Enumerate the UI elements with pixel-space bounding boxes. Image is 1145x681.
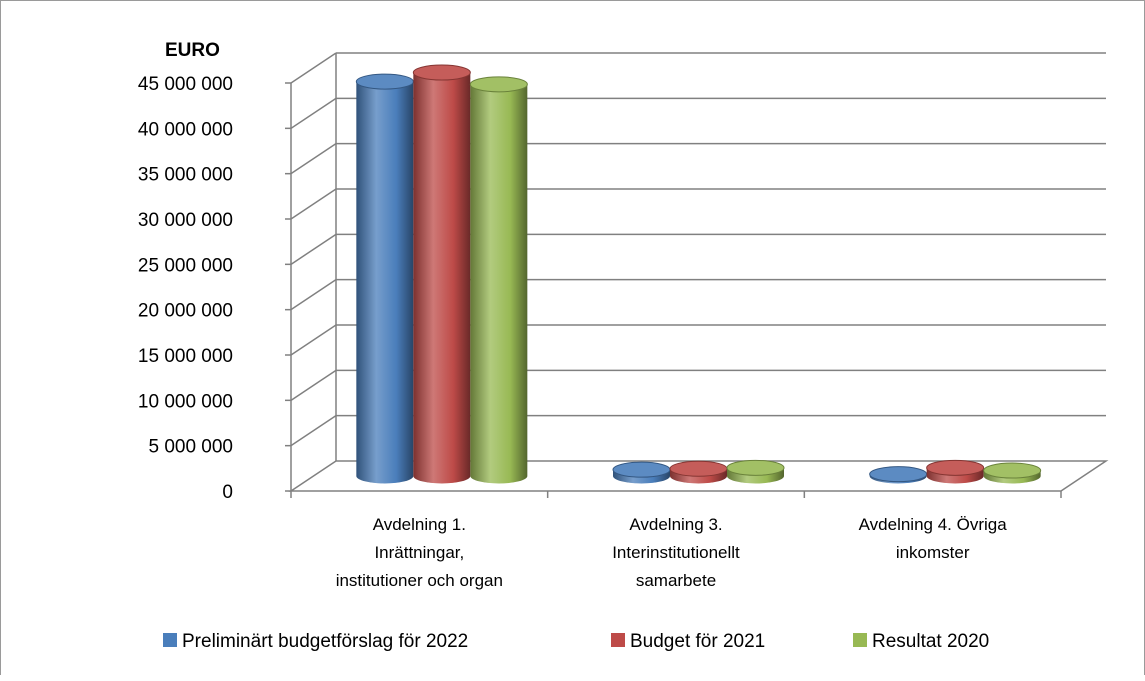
bar-top (669, 460, 728, 477)
y-axis-label: EURO (165, 40, 220, 61)
legend-swatch (853, 633, 867, 647)
bar-top (983, 462, 1042, 479)
bar-top (726, 459, 785, 476)
category-label: Avdelning 4. Övriga (859, 515, 1008, 534)
y-tick-labels: 0 5 000 000 10 000 000 15 000 000 20 000 000… (138, 74, 233, 503)
bar (612, 461, 671, 484)
legend-item: Resultat 2020 (853, 631, 989, 652)
bar-top (926, 459, 985, 476)
bar (355, 73, 414, 484)
legend-swatch (163, 633, 177, 647)
gridline-diagonal (290, 188, 337, 220)
bar (983, 462, 1042, 484)
category-label: institutioner och organ (336, 571, 503, 590)
category-label: inkomster (896, 543, 970, 562)
y-tick-label: 20 000 000 (138, 301, 233, 322)
category-label: Interinstitutionellt (612, 543, 740, 562)
gridline-diagonal (290, 52, 337, 84)
y-tick-label: 10 000 000 (138, 391, 233, 412)
bar-top (612, 461, 671, 478)
category-label: Avdelning 1. (373, 515, 466, 534)
legend-item: Preliminärt budgetförslag för 2022 (163, 631, 468, 652)
gridline-diagonal (290, 279, 337, 311)
bar-top (869, 466, 928, 483)
y-tick-label: 45 000 000 (138, 74, 233, 95)
y-tick-label: 15 000 000 (138, 346, 233, 367)
y-tick-label: 30 000 000 (138, 210, 233, 231)
bar-top (355, 73, 414, 90)
y-tick-label: 40 000 000 (138, 119, 233, 140)
legend-label: Resultat 2020 (872, 631, 989, 652)
bar-body (413, 72, 471, 484)
bar-body (356, 81, 414, 484)
legend-item: Budget för 2021 (611, 631, 765, 652)
bar (469, 76, 528, 484)
bar (869, 466, 928, 484)
gridline-diagonal (290, 233, 337, 265)
bar-top (469, 76, 528, 93)
bar (412, 64, 471, 484)
gridline-diagonal (290, 143, 337, 175)
y-tick-label: 35 000 000 (138, 165, 233, 186)
legend-swatch (611, 633, 625, 647)
gridline-diagonal (290, 324, 337, 356)
bar (926, 459, 985, 484)
category-label: samarbete (636, 571, 716, 590)
y-tick-label: 25 000 000 (138, 255, 233, 276)
gridline-diagonal (290, 415, 337, 447)
bar (726, 459, 785, 484)
y-tick-label: 5 000 000 (148, 437, 233, 458)
y-tick-label: 0 (222, 482, 233, 503)
bar-top (412, 64, 471, 81)
category-labels: Avdelning 1. Inrättningar, institutioner o… (336, 515, 1008, 590)
gridline-diagonal (290, 97, 337, 129)
bars (355, 64, 1042, 484)
legend-label: Budget för 2021 (630, 631, 765, 652)
category-label: Avdelning 3. (629, 515, 722, 534)
legend: Preliminärt budgetförslag för 2022 Budget… (163, 631, 989, 652)
gridline-diagonal (290, 369, 337, 401)
bar-body (470, 84, 528, 484)
bar (669, 460, 728, 484)
legend-label: Preliminärt budgetförslag för 2022 (182, 631, 468, 652)
category-label: Inrättningar, (374, 543, 464, 562)
